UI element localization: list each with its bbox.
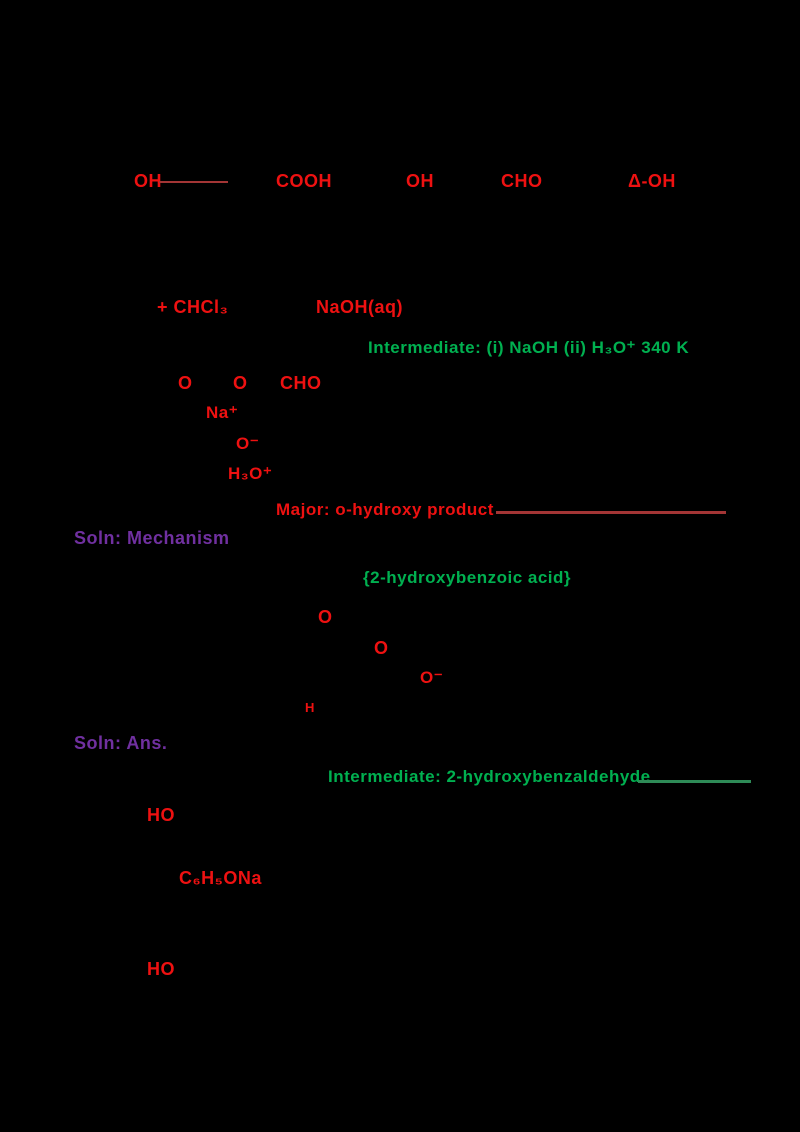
atom-h: H xyxy=(305,700,315,715)
reagent-naoh: NaOH(aq) xyxy=(316,297,404,317)
atom-o-3: O xyxy=(318,607,333,627)
group-cho: CHO xyxy=(280,373,322,393)
step-label-2: Soln: Ans. xyxy=(74,733,168,753)
note-intermediate-2: Intermediate: 2-hydroxybenzaldehyde xyxy=(328,767,651,786)
atom-o-minus-1: O⁻ xyxy=(236,434,260,453)
underline-green xyxy=(638,780,751,783)
reagent-chcl3: + CHCl₃ xyxy=(157,297,229,317)
note-major-product: Major: o-hydroxy product xyxy=(276,500,494,519)
underline-right xyxy=(496,511,726,514)
atom-o-minus-2: O⁻ xyxy=(420,668,444,687)
label-cooh-1: COOH xyxy=(276,171,332,191)
bond-line-top xyxy=(159,181,228,183)
step-label-1: Soln: Mechanism xyxy=(74,528,230,548)
atom-h3o: H₃O⁺ xyxy=(228,464,273,483)
note-acid-name: {2-hydroxybenzoic acid} xyxy=(363,568,572,587)
atom-na: Na⁺ xyxy=(206,403,239,422)
group-ho-1: HO xyxy=(147,805,175,825)
label-delta-oh: Δ-OH xyxy=(628,171,676,191)
atom-o-4: O xyxy=(374,638,389,658)
label-oh-1: OH xyxy=(134,171,162,191)
atom-o-1: O xyxy=(178,373,193,393)
label-oh-2: OH xyxy=(406,171,434,191)
label-cho-1: CHO xyxy=(501,171,543,191)
group-phenoxide: C₆H₅ONa xyxy=(179,868,262,888)
note-intermediate-1: Intermediate: (i) NaOH (ii) H₃O⁺ 340 K xyxy=(368,338,690,357)
group-ho-2: HO xyxy=(147,959,175,979)
atom-o-2: O xyxy=(233,373,248,393)
